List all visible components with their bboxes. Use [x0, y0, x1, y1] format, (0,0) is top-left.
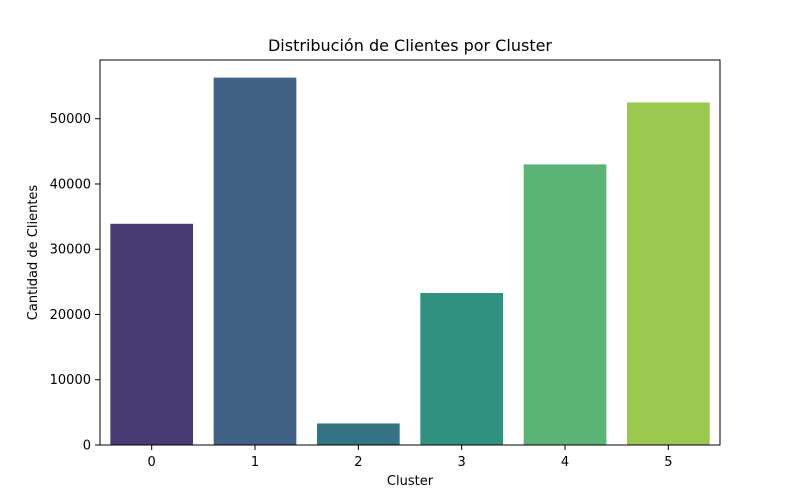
chart-title: Distribución de Clientes por Cluster	[268, 36, 552, 55]
bar-cluster-3	[420, 292, 503, 445]
y-tick-label: 20000	[50, 308, 91, 323]
x-axis: 0 1 2 3 4 5	[148, 445, 672, 470]
plot-frame	[99, 59, 721, 446]
y-tick-label: 50000	[50, 112, 91, 127]
x-tick-label: 1	[251, 455, 259, 470]
bar-cluster-5	[627, 102, 710, 445]
x-tick-label: 4	[561, 455, 569, 470]
bar-cluster-0	[110, 223, 193, 445]
y-tick-label: 0	[83, 439, 91, 454]
y-tick-label: 30000	[50, 243, 91, 258]
x-tick-label: 3	[458, 455, 466, 470]
x-axis-label: Cluster	[387, 474, 434, 489]
y-axis-label: Cantidad de Clientes	[26, 185, 41, 321]
bar-cluster-2	[317, 423, 400, 445]
y-axis: 0 10000 20000 30000 40000 50000	[50, 112, 100, 454]
x-tick-label: 0	[148, 455, 156, 470]
y-tick-label: 10000	[50, 373, 91, 388]
x-tick-label: 5	[664, 455, 672, 470]
bar-cluster-4	[523, 164, 607, 445]
x-tick-label: 2	[354, 455, 362, 470]
bar-cluster-1	[213, 77, 297, 445]
y-tick-label: 40000	[50, 177, 91, 192]
bars-group	[110, 77, 710, 445]
